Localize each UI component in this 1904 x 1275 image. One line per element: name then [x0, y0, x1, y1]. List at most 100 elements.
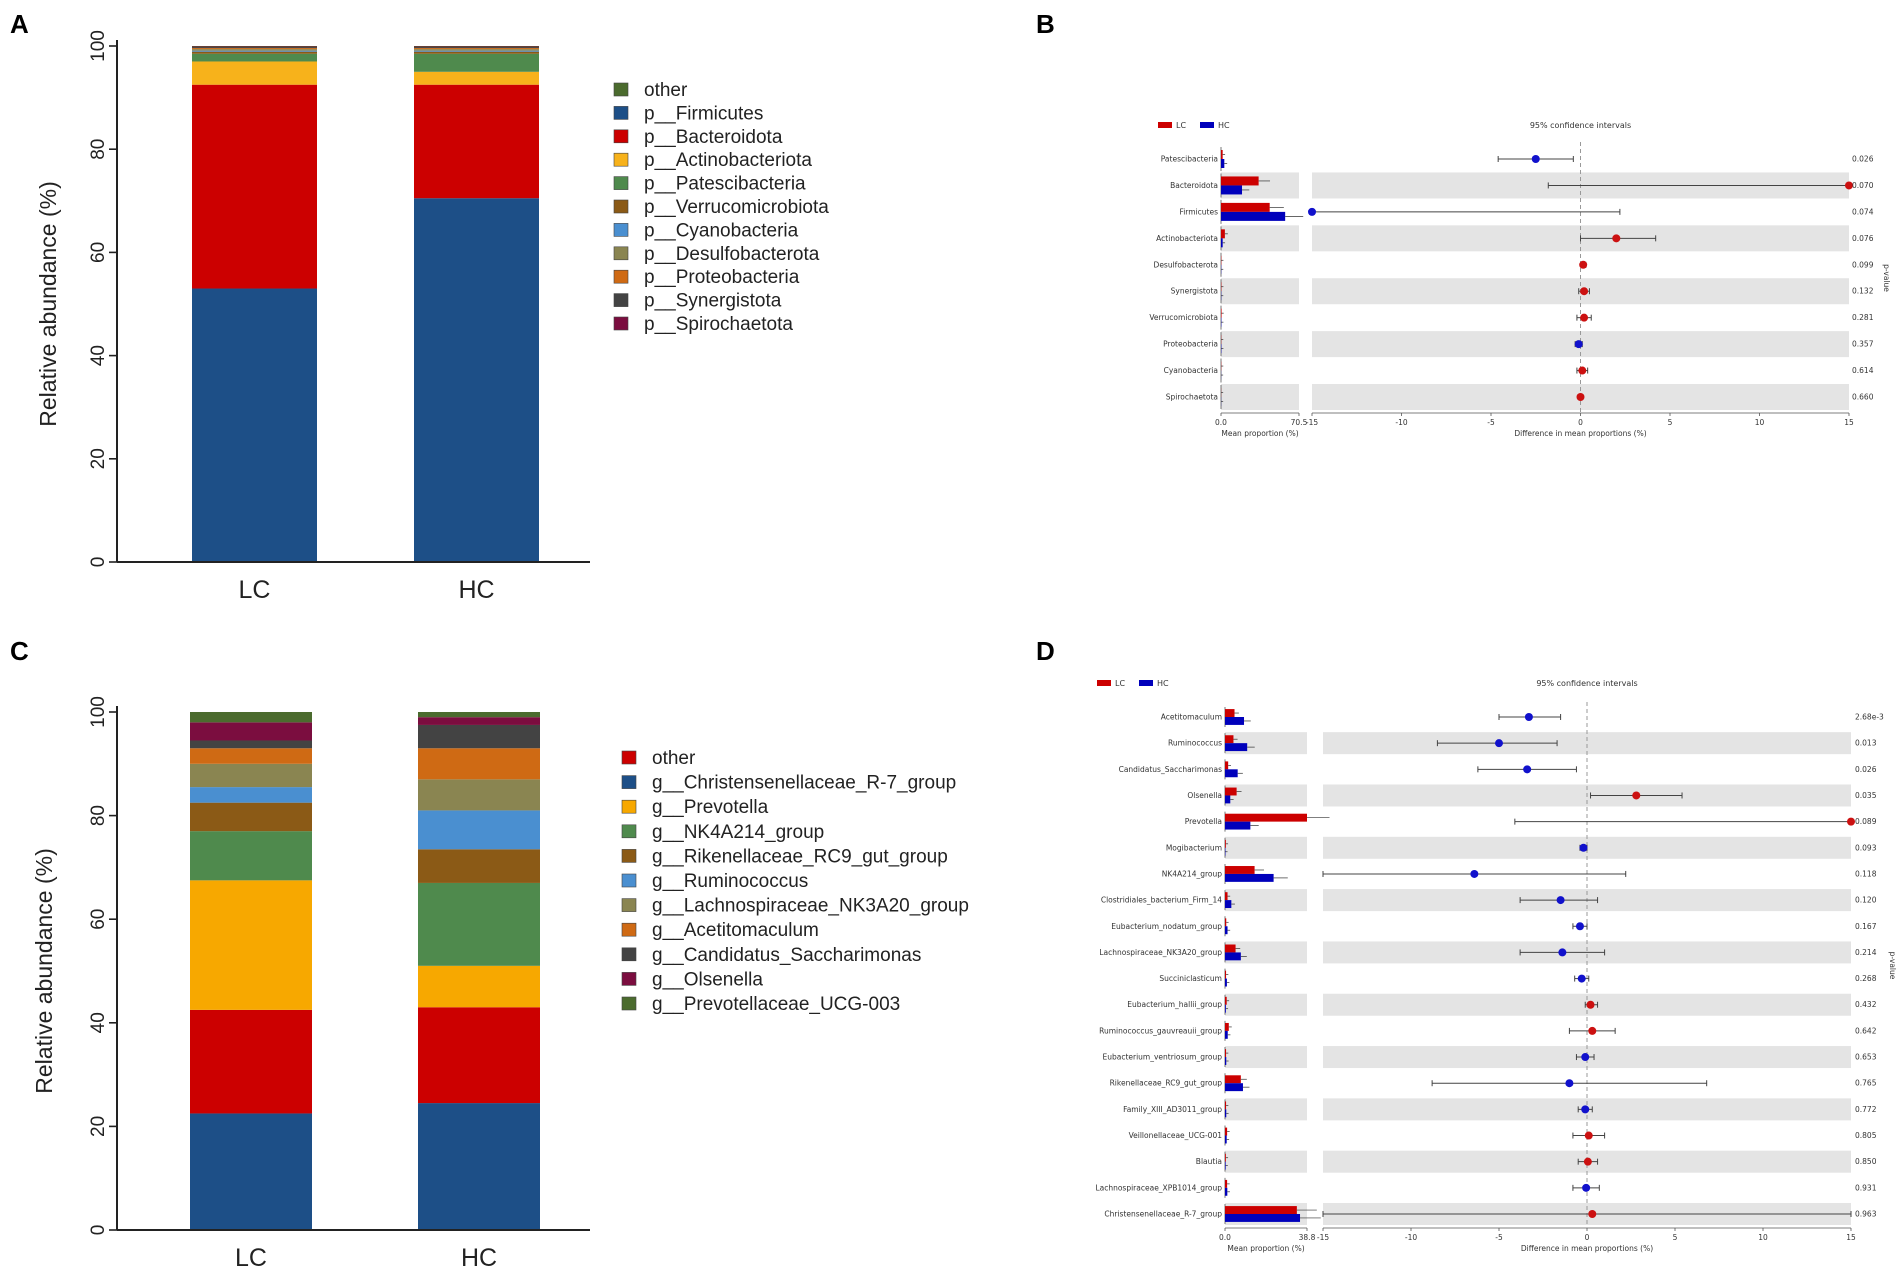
panel-c-legend-swatch-other [621, 750, 637, 765]
panel-b-mean-bar-lc-actinobacteriota [1221, 229, 1225, 239]
panel-c-y-tick-label-3: 60 [88, 909, 109, 930]
panel-c-legend-swatch-g-nk4a214-group [621, 824, 637, 839]
panel-a-bar-hc-p-actinobacteriota [414, 71, 539, 85]
panel-d-row-label-christensenellaceae-r-7-group: Christensenellaceae_R-7_group [1104, 1210, 1222, 1219]
panel-d-p-value-eubacterium-hallii-group: 0.432 [1855, 1000, 1877, 1009]
panel-a-bar-lc-p-proteobacteria [192, 48, 317, 50]
panel-d-mean-bar-lc-clostridiales-bacterium-firm-14 [1225, 892, 1228, 901]
panel-b-mean-bar-lc-bacteroidota [1221, 176, 1259, 186]
panel-c-bar-hc-g-nk4a214-group [418, 882, 540, 966]
panel-b-diff-point-synergistota [1580, 287, 1589, 296]
panel-c-bar-lc-g-rikenellaceae-rc9-gut-group [190, 802, 312, 832]
panel-c-x-tick-label-lc: LC [235, 1244, 267, 1272]
panel-d-row-label-lachnospiraceae-xpb1014-group: Lachnospiraceae_XPB1014_group [1095, 1183, 1222, 1192]
panel-c-bar-lc-g-candidatus-saccharimonas [190, 740, 312, 749]
panel-a-bar-hc-other [414, 46, 539, 47]
panel-b-mean-axis-tick-label-1: 70.5 [1291, 418, 1308, 427]
panel-c-bar-hc-g-ruminococcus [418, 810, 540, 850]
panel-b-mean-bar-hc-bacteroidota [1221, 185, 1243, 195]
panel-a-legend-label-p-desulfobacterota: p__Desulfobacterota [644, 244, 820, 265]
panel-b-row-label-cyanobacteria: Cyanobacteria [1164, 366, 1218, 375]
panel-b-mean-bar-hc-firmicutes [1221, 211, 1286, 221]
panel-a-y-tick-label-3: 60 [88, 242, 109, 263]
panel-d-mean-bar-hc-prevotella [1225, 821, 1251, 830]
panel-d-row-label-family-xiii-ad3011-group: Family_XIII_AD3011_group [1123, 1105, 1222, 1114]
panel-b-p-value-cyanobacteria: 0.614 [1852, 366, 1874, 375]
panel-a-stacked-bar-chart: Relative abundance (%) 0 20 40 60 80 100 LC HC ot… [35, 30, 829, 604]
panel-d-p-value-clostridiales-bacterium-firm-14: 0.120 [1855, 896, 1877, 905]
panel-a-bar-lc-p-verrucomicrobiota [192, 51, 317, 54]
panel-b-p-value-synergistota: 0.132 [1852, 287, 1874, 296]
panel-b-row-label-synergistota: Synergistota [1171, 287, 1218, 296]
panel-a-legend-swatch-p-bacteroidota [613, 129, 629, 144]
panel-d-mean-bar-hc-eubacterium-ventriosum-group [1225, 1057, 1227, 1065]
panel-c-legend-label-other: other [652, 748, 696, 769]
panel-c-legend-label-g-acetitomaculum: g__Acetitomaculum [652, 920, 819, 941]
panel-a-bar-lc-p-synergistota [192, 47, 317, 49]
panel-d-mean-bar-hc-veillonellaceae-ucg-001 [1225, 1135, 1227, 1144]
panel-a-legend-swatch-p-synergistota [613, 293, 629, 307]
panel-d-band-diff-1 [1323, 732, 1851, 755]
panel-b-diff-axis-tick-label-3: 0 [1578, 418, 1583, 427]
panel-d-diff-point-eubacterium-ventriosum-group [1581, 1053, 1590, 1062]
panel-d-diff-point-olsenella [1632, 791, 1641, 800]
panel-a-legend-swatch-p-proteobacteria [613, 269, 629, 284]
panel-d-p-value-succiniclasticum: 0.268 [1855, 974, 1877, 983]
panel-c-bar-hc-g-rikenellaceae-rc9-gut-group [418, 849, 540, 883]
panel-a-bar-lc-p-cyanobacteria [192, 50, 317, 52]
panel-d-p-value-christensenellaceae-r-7-group: 0.963 [1855, 1210, 1877, 1219]
panel-d-diff-axis-tick-label-1: -10 [1405, 1233, 1417, 1242]
panel-d-legend-label-lc: LC [1115, 679, 1125, 688]
panel-d-diff-point-lachnospiraceae-nk3a20-group [1558, 948, 1567, 957]
panel-b-mean-axis-label: Mean proportion (%) [1221, 429, 1298, 438]
panel-d-mean-bar-hc-nk4a214-group [1225, 873, 1274, 882]
panel-d-band-mean-11 [1225, 993, 1307, 1016]
panel-d-p-value-mogibacterium: 0.093 [1855, 843, 1877, 852]
panel-c-bar-lc-g-lachnospiraceae-nk3a20-group [190, 763, 312, 788]
panel-a-bar-hc-p-spirochaetota [414, 46, 539, 48]
panel-a-legend-label-other: other [644, 80, 688, 101]
panel-d-mean-bar-lc-rikenellaceae-rc9-gut-group [1225, 1075, 1241, 1084]
panel-a-bar-hc-p-desulfobacterota [414, 49, 539, 51]
panel-a-legend-swatch-p-firmicutes [613, 106, 629, 120]
panel-d-mean-bar-hc-ruminococcus-gauvreauii-group [1225, 1030, 1228, 1039]
panel-d-p-value-ruminococcus: 0.013 [1855, 739, 1877, 748]
panel-c-legend-label-g-prevotella: g__Prevotella [652, 797, 769, 818]
panel-d-mean-bar-lc-ruminococcus [1225, 735, 1234, 744]
panel-c-legend-label-g-lachnospiraceae-nk3a20-group: g__Lachnospiraceae_NK3A20_group [652, 896, 969, 917]
panel-d-diff-point-ruminococcus [1495, 739, 1503, 748]
panel-c-legend-label-g-rikenellaceae-rc9-gut-group: g__Rikenellaceae_RC9_gut_group [652, 846, 948, 867]
panel-c-bar-hc-g-olsenella [418, 717, 540, 725]
panel-b-diff-axis-tick-label-4: 5 [1668, 418, 1673, 427]
panel-d-mean-bar-lc-candidatus-saccharimonas [1225, 761, 1229, 770]
panel-c-legend-swatch-g-prevotellaceae-ucg-003 [621, 996, 637, 1011]
panel-c-legend-label-g-candidatus-saccharimonas: g__Candidatus_Saccharimonas [652, 945, 921, 966]
panel-d-mean-axis-tick-label-0: 0.0 [1219, 1233, 1231, 1242]
panel-d-diff-point-clostridiales-bacterium-firm-14 [1556, 896, 1565, 905]
panel-c-legend-label-g-ruminococcus: g__Ruminococcus [652, 871, 808, 892]
panel-d-diff-point-candidatus-saccharimonas [1523, 765, 1532, 774]
panel-d-mean-bar-hc-christensenellaceae-r-7-group [1225, 1214, 1301, 1222]
panel-d-mean-bar-hc-acetitomaculum [1225, 717, 1245, 725]
panel-d-diff-point-mogibacterium [1579, 843, 1588, 852]
panel-b-row-label-bacteroidota: Bacteroidota [1170, 181, 1218, 190]
panel-d-p-value-lachnospiraceae-xpb1014-group: 0.931 [1855, 1183, 1877, 1192]
panel-c-y-tick-label-2: 40 [88, 1012, 109, 1033]
panel-b-p-value-axis-label: p-value [1882, 264, 1891, 292]
panel-d-p-value-blautia: 0.850 [1855, 1157, 1877, 1166]
panel-d-mean-bar-hc-rikenellaceae-rc9-gut-group [1225, 1083, 1243, 1092]
panel-b-mean-axis-tick-label-0: 0.0 [1215, 418, 1227, 427]
panel-b-row-label-patescibacteria: Patescibacteria [1161, 155, 1218, 164]
panel-d-diff-axis-tick-label-2: -5 [1495, 1233, 1503, 1242]
panel-d-p-value-rikenellaceae-rc9-gut-group: 0.765 [1855, 1079, 1877, 1088]
panel-d-diff-point-nk4a214-group [1470, 869, 1479, 878]
panel-d-row-label-veillonellaceae-ucg-001: Veillonellaceae_UCG-001 [1129, 1131, 1223, 1140]
panel-b-row-label-firmicutes: Firmicutes [1179, 207, 1218, 216]
panel-d-band-mean-9 [1225, 941, 1307, 964]
panel-d-p-value-candidatus-saccharimonas: 0.026 [1855, 765, 1877, 774]
panel-c-bar-hc-g-candidatus-saccharimonas [418, 724, 540, 749]
panel-d-band-mean-7 [1225, 889, 1307, 912]
panel-b-diff-point-patescibacteria [1531, 155, 1540, 163]
panel-c-bar-lc-g-prevotella [190, 880, 312, 1010]
panel-d-row-label-prevotella: Prevotella [1185, 817, 1222, 826]
